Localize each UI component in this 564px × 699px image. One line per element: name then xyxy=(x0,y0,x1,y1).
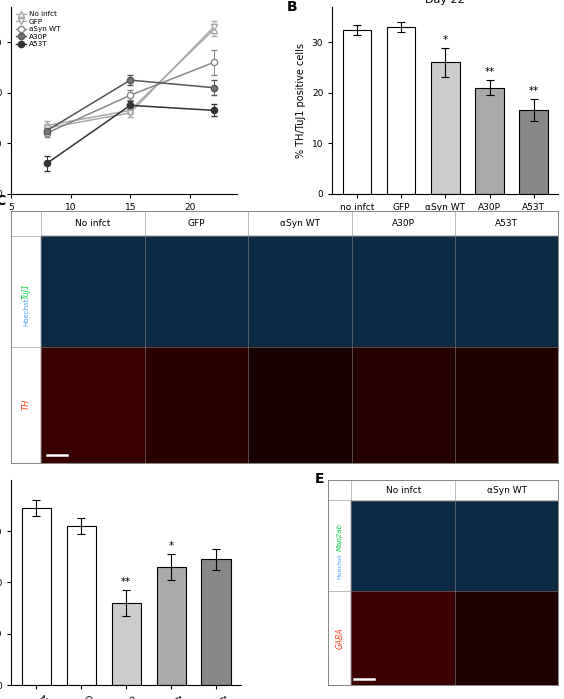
Text: *: * xyxy=(169,540,174,551)
Bar xyxy=(248,347,351,463)
Bar xyxy=(351,591,455,685)
Y-axis label: % TH/TuJ1 positive cells: % TH/TuJ1 positive cells xyxy=(296,43,306,158)
Bar xyxy=(351,500,455,591)
Bar xyxy=(342,29,371,194)
Text: B: B xyxy=(287,0,298,13)
Text: No infct: No infct xyxy=(76,219,111,228)
Text: C: C xyxy=(0,194,6,208)
Text: **: ** xyxy=(528,86,539,96)
Text: TH: TH xyxy=(22,399,31,410)
Text: Hoechst: Hoechst xyxy=(337,553,342,579)
Bar xyxy=(41,210,558,236)
Text: Hoechst: Hoechst xyxy=(23,297,29,326)
Bar xyxy=(455,236,558,347)
Text: No infct: No infct xyxy=(386,486,421,495)
Text: αSyn WT: αSyn WT xyxy=(280,219,320,228)
Text: αSyn WT: αSyn WT xyxy=(487,486,527,495)
Text: *: * xyxy=(443,35,448,45)
Bar xyxy=(387,27,416,194)
Bar xyxy=(455,500,558,591)
Text: TuJ1: TuJ1 xyxy=(22,283,31,299)
Title: Day 22: Day 22 xyxy=(425,0,465,5)
Bar xyxy=(145,347,248,463)
Bar xyxy=(248,236,351,347)
Bar xyxy=(519,110,548,194)
Bar xyxy=(431,62,460,194)
Text: A30P: A30P xyxy=(392,219,415,228)
Bar xyxy=(455,347,558,463)
Legend: No infct, GFP, aSyn WT, A30P, A53T: No infct, GFP, aSyn WT, A30P, A53T xyxy=(13,8,63,50)
X-axis label: Days of differentiation: Days of differentiation xyxy=(70,217,179,227)
Text: **: ** xyxy=(484,66,495,77)
Bar xyxy=(67,526,96,685)
Bar xyxy=(351,236,455,347)
Bar xyxy=(22,508,51,685)
Bar xyxy=(157,567,186,685)
Text: GFP: GFP xyxy=(188,219,205,228)
Bar xyxy=(351,480,558,500)
Bar xyxy=(41,236,145,347)
Bar xyxy=(201,559,231,685)
Bar xyxy=(41,347,145,463)
Bar xyxy=(351,347,455,463)
Text: A53T: A53T xyxy=(495,219,518,228)
Bar xyxy=(112,603,141,685)
Bar xyxy=(475,87,504,194)
Bar xyxy=(455,591,558,685)
Text: E: E xyxy=(315,472,324,486)
Text: Map2ab: Map2ab xyxy=(337,524,343,552)
Bar xyxy=(145,236,248,347)
Text: GABA: GABA xyxy=(336,627,345,649)
Text: **: ** xyxy=(121,577,131,586)
